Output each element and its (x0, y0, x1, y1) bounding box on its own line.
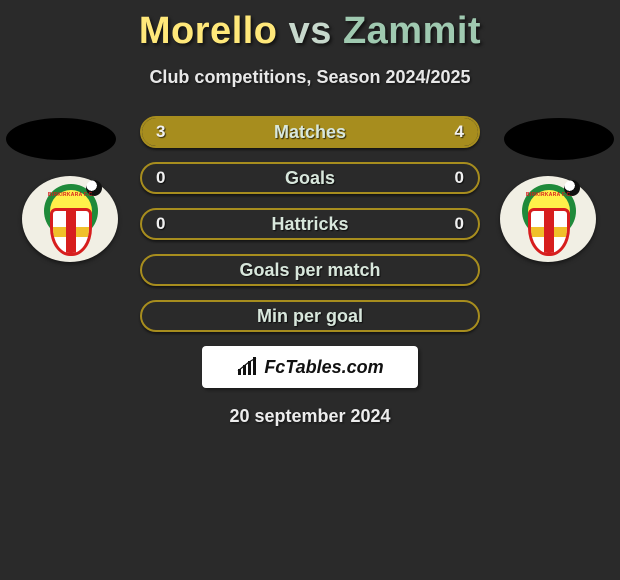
club-name-text: BIRKIRKARA F.C. (526, 192, 572, 198)
player2-name: Zammit (343, 10, 481, 52)
stat-pill: 34Matches (140, 116, 480, 148)
stat-label: Hattricks (142, 210, 478, 238)
player2-shadow-ellipse (504, 118, 614, 160)
player1-club-badge: BIRKIRKARA F.C. (22, 176, 120, 266)
source-text: FcTables.com (264, 357, 383, 378)
bar-chart-icon (236, 357, 260, 377)
club-name-text: BIRKIRKARA F.C. (48, 192, 94, 198)
stat-label: Min per goal (142, 302, 478, 330)
player1-shadow-ellipse (6, 118, 116, 160)
snapshot-date: 20 september 2024 (0, 406, 620, 427)
season-subtitle: Club competitions, Season 2024/2025 (0, 67, 620, 88)
source-attribution: FcTables.com (202, 346, 418, 388)
player1-name: Morello (139, 10, 278, 52)
comparison-title: Morello vs Zammit (0, 0, 620, 53)
stat-label: Matches (142, 118, 478, 146)
shield-stripe-vertical (544, 211, 554, 253)
shield-stripe-vertical (66, 211, 76, 253)
stat-label: Goals per match (142, 256, 478, 284)
stats-list: 34Matches 00Goals 00Hattricks Goals per mat… (140, 116, 480, 332)
stat-pill: Min per goal (140, 300, 480, 332)
stat-pill: Goals per match (140, 254, 480, 286)
stat-label: Goals (142, 164, 478, 192)
player2-club-badge: BIRKIRKARA F.C. (500, 176, 598, 266)
vs-text: vs (289, 10, 332, 52)
stat-pill: 00Goals (140, 162, 480, 194)
stat-pill: 00Hattricks (140, 208, 480, 240)
